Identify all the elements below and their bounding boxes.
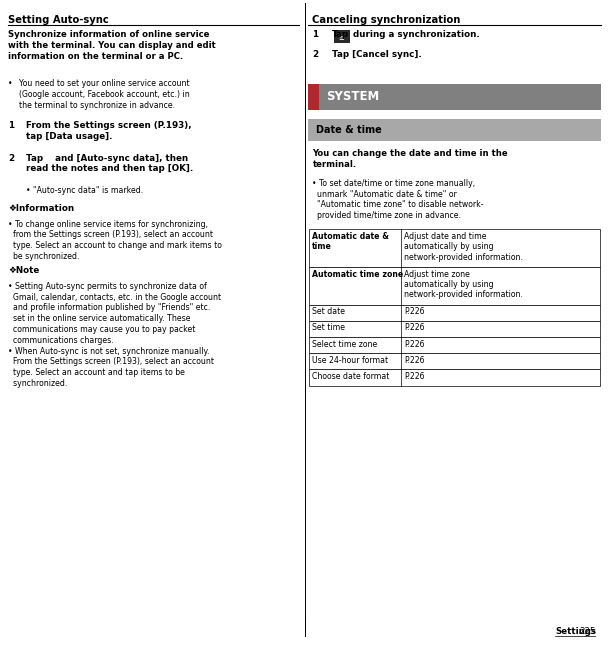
Text: • To change online service items for synchronizing,
  from the Settings screen (: • To change online service items for syn… <box>8 220 222 261</box>
Text: Automatic time zone: Automatic time zone <box>312 270 403 279</box>
Text: Set date: Set date <box>312 307 345 316</box>
Text: Synchronize information of online service
with the terminal. You can display and: Synchronize information of online servic… <box>8 30 216 61</box>
Text: SYSTEM: SYSTEM <box>326 90 379 103</box>
Text: 2: 2 <box>8 154 14 163</box>
Bar <box>308 84 319 110</box>
Text: •: • <box>8 79 12 88</box>
Text: Tap: Tap <box>332 30 349 40</box>
Text: Setting Auto-sync: Setting Auto-sync <box>8 15 108 25</box>
Text: Select time zone: Select time zone <box>312 340 377 349</box>
Text: Settings: Settings <box>555 627 596 636</box>
Bar <box>309 229 600 267</box>
Text: ❖Information: ❖Information <box>8 204 74 213</box>
Bar <box>319 84 601 110</box>
Bar <box>309 305 600 321</box>
Text: 1: 1 <box>8 121 14 130</box>
Bar <box>309 353 600 369</box>
Bar <box>334 30 350 43</box>
Text: Use 24-hour format: Use 24-hour format <box>312 356 388 365</box>
Text: ≡: ≡ <box>339 34 345 40</box>
Text: 1: 1 <box>312 30 319 40</box>
Bar <box>309 321 600 337</box>
Bar <box>308 119 601 141</box>
Text: P.226: P.226 <box>404 323 425 332</box>
Text: Choose date format: Choose date format <box>312 372 389 381</box>
Text: You can change the date and time in the
terminal.: You can change the date and time in the … <box>312 149 508 168</box>
Text: • When Auto-sync is not set, synchronize manually.
  From the Settings screen (P: • When Auto-sync is not set, synchronize… <box>8 347 214 388</box>
Text: Tap    and [Auto-sync data], then
read the notes and then tap [OK].: Tap and [Auto-sync data], then read the … <box>26 154 194 173</box>
Text: • Setting Auto-sync permits to synchronize data of
  Gmail, calendar, contacts, : • Setting Auto-sync permits to synchroni… <box>8 282 221 345</box>
Bar <box>309 337 600 353</box>
Text: ❖Note: ❖Note <box>8 266 39 275</box>
Text: Adjust time zone
automatically by using
network-provided information.: Adjust time zone automatically by using … <box>404 270 523 299</box>
Text: Canceling synchronization: Canceling synchronization <box>312 15 461 25</box>
Text: P.226: P.226 <box>404 356 425 365</box>
Text: Tap [Cancel sync].: Tap [Cancel sync]. <box>332 50 421 59</box>
Text: 225: 225 <box>580 627 596 636</box>
Text: From the Settings screen (P.193),
tap [Data usage].: From the Settings screen (P.193), tap [D… <box>26 121 192 141</box>
Text: • To set date/time or time zone manually,
  unmark "Automatic date & time" or
  : • To set date/time or time zone manually… <box>312 179 484 220</box>
Bar <box>309 369 600 386</box>
Bar <box>309 267 600 305</box>
Text: You need to set your online service account
(Google account, Facebook account, e: You need to set your online service acco… <box>19 79 189 110</box>
Text: 2: 2 <box>312 50 319 59</box>
Text: Set time: Set time <box>312 323 345 332</box>
Text: P.226: P.226 <box>404 340 425 349</box>
Text: during a synchronization.: during a synchronization. <box>353 30 480 40</box>
Text: Automatic date &
time: Automatic date & time <box>312 232 389 251</box>
Text: Adjust date and time
automatically by using
network-provided information.: Adjust date and time automatically by us… <box>404 232 523 262</box>
Text: • "Auto-sync data" is marked.: • "Auto-sync data" is marked. <box>26 186 144 195</box>
Text: P.226: P.226 <box>404 372 425 381</box>
Text: Date & time: Date & time <box>316 125 382 135</box>
Text: P.226: P.226 <box>404 307 425 316</box>
